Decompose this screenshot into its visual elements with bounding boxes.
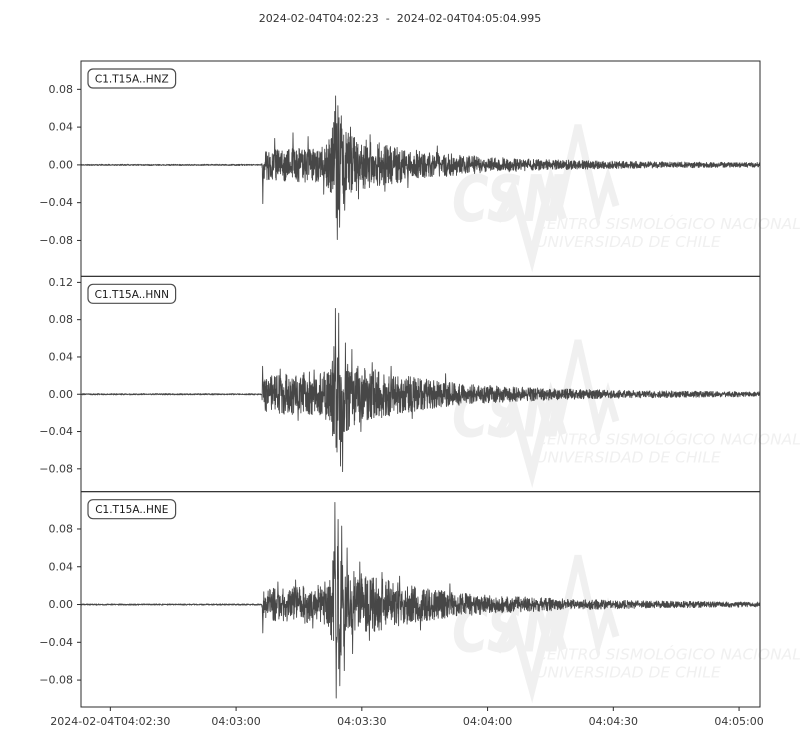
watermark-line1: CENTRO SISMOLÓGICO NACIONAL xyxy=(536,429,800,448)
waveform-trace-HNZ xyxy=(80,95,761,240)
y-tick-label: 0.00 xyxy=(49,388,74,401)
y-tick-label: −0.04 xyxy=(39,636,73,649)
waveform-zigzag-icon xyxy=(493,381,567,488)
x-tick-label: 04:03:30 xyxy=(337,715,386,728)
x-tick-label: 04:05:00 xyxy=(714,715,763,728)
watermark-line1: CENTRO SISMOLÓGICO NACIONAL xyxy=(536,214,800,233)
figure-title: 2024-02-04T04:02:23 - 2024-02-04T04:05:0… xyxy=(258,12,542,25)
waveform-spike-icon xyxy=(554,554,620,658)
y-tick-label: −0.04 xyxy=(39,425,73,438)
x-tick-label: 04:03:00 xyxy=(211,715,260,728)
watermark-line2: UNIVERSIDAD DE CHILE xyxy=(536,448,721,466)
watermark-line2: UNIVERSIDAD DE CHILE xyxy=(536,233,721,251)
station-label: C1.T15A..HNE xyxy=(95,504,168,516)
y-tick-label: 0.04 xyxy=(49,560,74,573)
y-tick-label: −0.04 xyxy=(39,196,73,209)
y-axis: 0.08 0.04 0.00 −0.04 −0.08 xyxy=(39,83,81,247)
y-tick-label: −0.08 xyxy=(39,674,73,687)
station-label-box xyxy=(87,499,177,520)
y-axis: 0.12 0.08 0.04 0.00 −0.04 −0.08 xyxy=(39,276,81,475)
x-tick-label: 04:04:30 xyxy=(589,715,638,728)
y-tick-label: −0.08 xyxy=(39,234,73,247)
station-label: C1.T15A..HNN xyxy=(95,289,169,301)
waveform-spike-icon xyxy=(554,339,620,443)
y-tick-label: 0.04 xyxy=(49,121,74,134)
x-axis: 2024-02-04T04:02:30 04:03:00 04:03:30 04:04… xyxy=(50,707,764,728)
y-tick-label: −0.08 xyxy=(39,462,73,475)
station-label: C1.T15A..HNZ xyxy=(95,74,169,86)
watermark-line2: UNIVERSIDAD DE CHILE xyxy=(536,664,721,682)
watermark-line1: CENTRO SISMOLÓGICO NACIONAL xyxy=(536,645,800,664)
y-tick-label: 0.08 xyxy=(49,313,74,326)
subplot-frame xyxy=(80,491,761,708)
station-label-box xyxy=(87,283,177,304)
waveform-zigzag-icon xyxy=(493,166,567,273)
waveform-trace-HNE xyxy=(80,502,761,699)
y-tick-label: 0.08 xyxy=(49,522,74,535)
y-tick-label: 0.12 xyxy=(49,276,74,289)
waveform-spike-icon xyxy=(554,124,620,227)
y-tick-label: 0.00 xyxy=(49,158,74,171)
x-tick-label: 04:04:00 xyxy=(463,715,512,728)
station-label-box xyxy=(87,68,177,89)
waveform-zigzag-icon xyxy=(493,596,567,704)
y-tick-label: 0.08 xyxy=(49,83,74,96)
y-tick-label: 0.04 xyxy=(49,350,74,363)
y-tick-label: 0.00 xyxy=(49,598,74,611)
y-axis: 0.08 0.04 0.00 −0.04 −0.08 xyxy=(39,522,81,687)
waveform-trace-HNN xyxy=(80,308,761,473)
x-tick-label: 2024-02-04T04:02:30 xyxy=(50,715,170,728)
